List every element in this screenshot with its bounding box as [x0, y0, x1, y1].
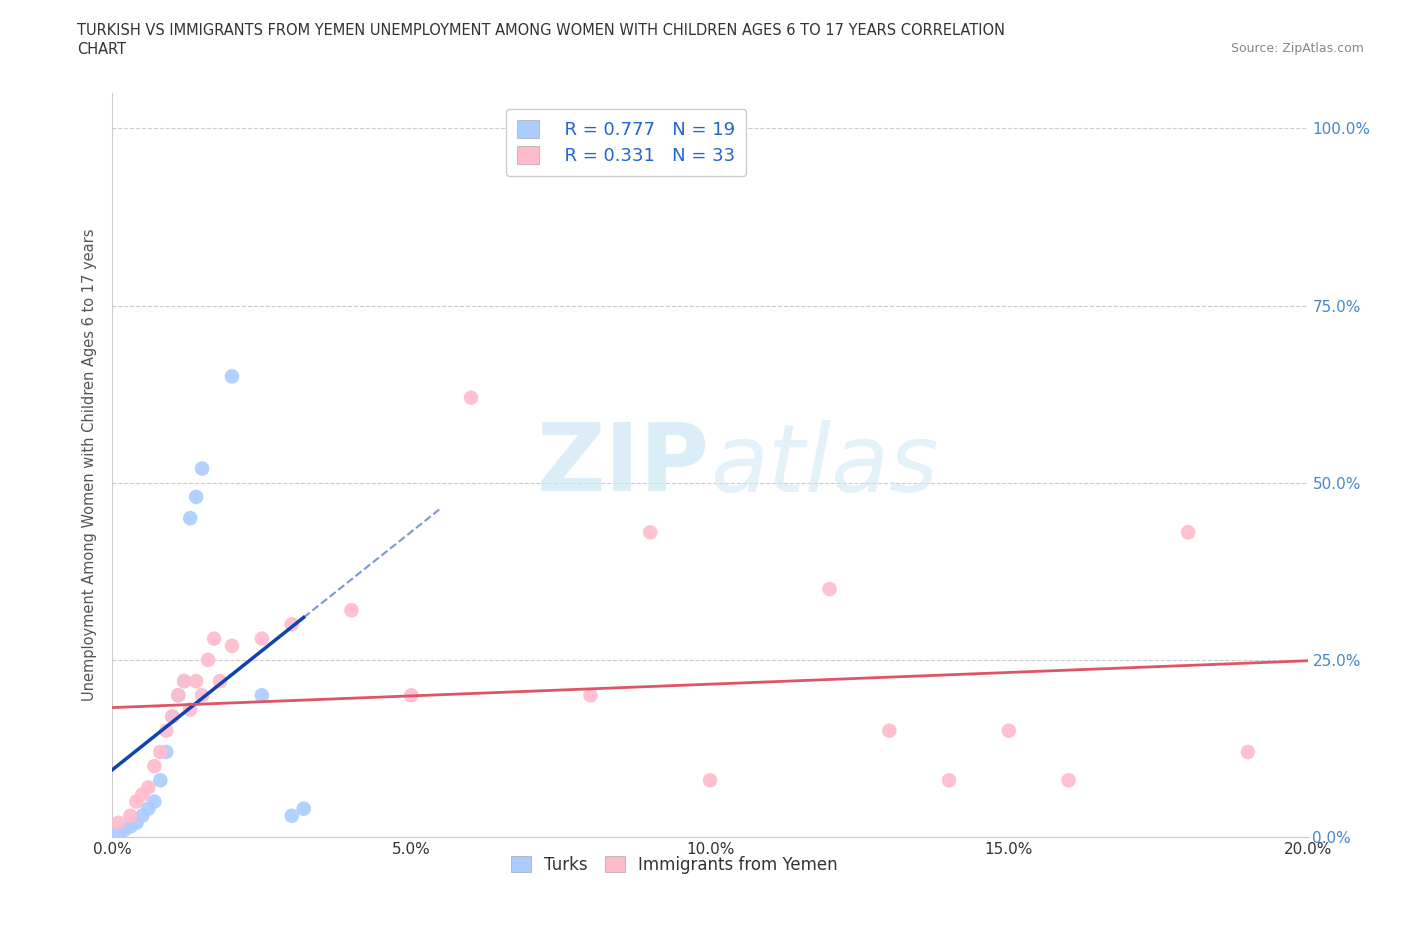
Point: [125, 816, 148, 830]
Point: [579, 688, 602, 703]
Text: ZIP: ZIP: [537, 419, 710, 511]
Point: [131, 787, 153, 802]
Text: TURKISH VS IMMIGRANTS FROM YEMEN UNEMPLOYMENT AMONG WOMEN WITH CHILDREN AGES 6 T: TURKISH VS IMMIGRANTS FROM YEMEN UNEMPLO…: [77, 23, 1005, 38]
Point: [197, 653, 219, 668]
Point: [179, 511, 201, 525]
Point: [401, 688, 423, 703]
Point: [143, 794, 166, 809]
Point: [149, 773, 172, 788]
Point: [281, 808, 304, 823]
Point: [879, 724, 901, 738]
Point: [250, 631, 273, 646]
Y-axis label: Unemployment Among Women with Children Ages 6 to 17 years: Unemployment Among Women with Children A…: [82, 229, 97, 701]
Point: [167, 688, 190, 703]
Point: [107, 816, 129, 830]
Point: [938, 773, 960, 788]
Point: [186, 489, 208, 504]
Point: [162, 709, 183, 724]
Point: [107, 826, 129, 841]
Point: [114, 822, 135, 837]
Point: [640, 525, 662, 539]
Point: [143, 759, 166, 774]
Point: [173, 673, 195, 688]
Point: [138, 802, 160, 817]
Point: [699, 773, 721, 788]
Point: [221, 369, 243, 384]
Point: [250, 688, 273, 703]
Point: [460, 391, 482, 405]
Point: [125, 794, 148, 809]
Point: [191, 688, 214, 703]
Point: [120, 808, 142, 823]
Point: [292, 802, 315, 817]
Point: [138, 780, 160, 795]
Point: [155, 745, 177, 760]
Point: [162, 709, 183, 724]
Point: [209, 673, 232, 688]
Point: [221, 638, 243, 653]
Point: [173, 673, 195, 688]
Point: [1237, 745, 1260, 760]
Point: [202, 631, 225, 646]
Point: [1057, 773, 1080, 788]
Point: [186, 673, 208, 688]
Point: [191, 461, 214, 476]
Legend: Turks, Immigrants from Yemen: Turks, Immigrants from Yemen: [505, 849, 844, 881]
Point: [998, 724, 1021, 738]
Point: [818, 581, 841, 596]
Point: [131, 808, 153, 823]
Point: [149, 745, 172, 760]
Text: Source: ZipAtlas.com: Source: ZipAtlas.com: [1230, 42, 1364, 55]
Text: CHART: CHART: [77, 42, 127, 57]
Point: [340, 603, 363, 618]
Point: [155, 724, 177, 738]
Point: [120, 819, 142, 834]
Text: atlas: atlas: [710, 419, 938, 511]
Point: [281, 617, 304, 631]
Point: [167, 688, 190, 703]
Point: [1177, 525, 1199, 539]
Point: [179, 702, 201, 717]
